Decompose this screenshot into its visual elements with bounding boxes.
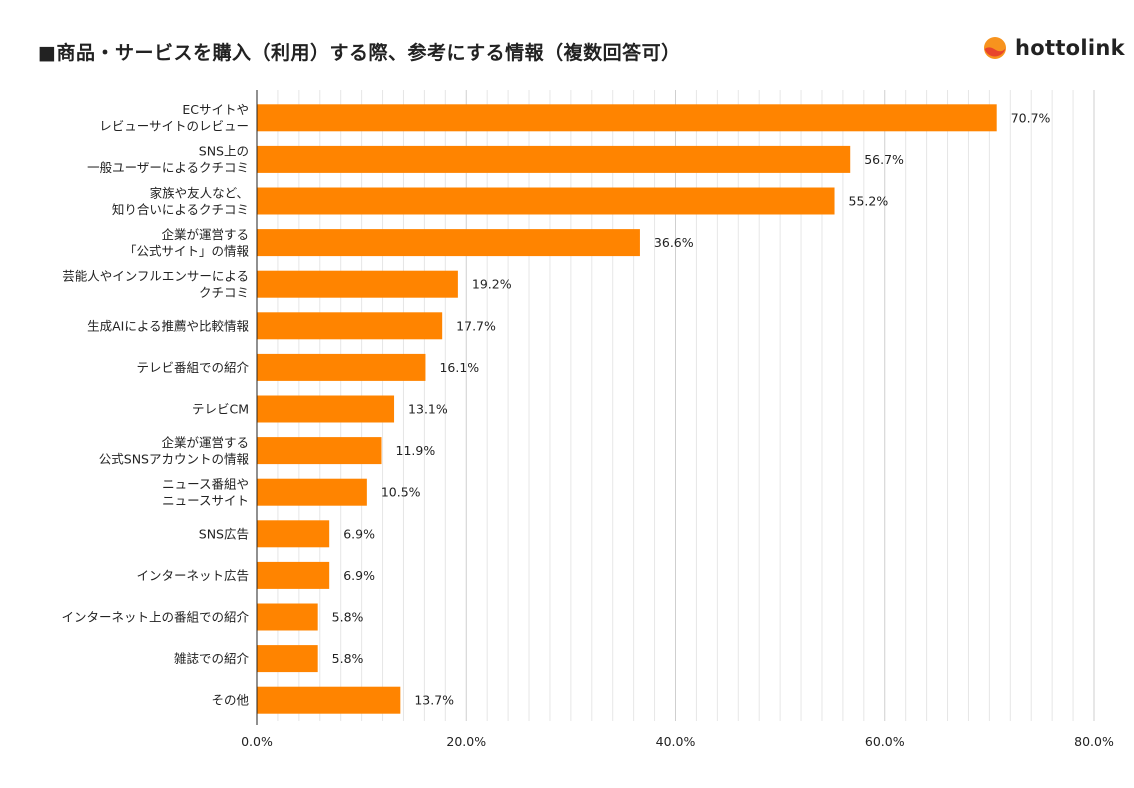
category-label: レビューサイトのレビュー — [99, 119, 249, 134]
data-label: 16.1% — [439, 360, 479, 375]
category-label: 知り合いによるクチコミ — [112, 202, 249, 217]
bar — [257, 187, 835, 215]
grid-lines — [277, 90, 1095, 721]
category-label: SNS上の — [199, 144, 249, 159]
bar — [257, 104, 997, 132]
x-axis-ticks: 0.0% 20.0% 40.0% 60.0% 80.0% — [241, 734, 1114, 749]
data-label: 13.7% — [414, 693, 454, 708]
bar — [257, 478, 367, 506]
data-label: 36.6% — [654, 235, 694, 250]
category-label: ECサイトや — [182, 102, 249, 117]
x-tick-label: 20.0% — [446, 734, 486, 749]
category-label: インターネット上の番組での紹介 — [61, 610, 249, 625]
bar — [257, 645, 318, 673]
chart-title: ■商品・サービスを購入（利用）する際、参考にする情報（複数回答可） — [38, 42, 681, 64]
hottolink-logo-icon — [984, 37, 1006, 59]
logo-text: hottolink — [1015, 36, 1125, 60]
bar — [257, 561, 330, 589]
bars — [257, 104, 997, 714]
category-label: 企業が運営する — [161, 435, 249, 450]
data-label: 17.7% — [456, 318, 496, 333]
data-label: 5.8% — [332, 651, 364, 666]
category-label: クチコミ — [199, 285, 249, 300]
x-tick-label: 80.0% — [1074, 734, 1114, 749]
category-label: 生成AIによる推薦や比較情報 — [87, 318, 249, 333]
category-label: 雑誌での紹介 — [174, 651, 250, 666]
category-label: ニュースサイト — [162, 493, 249, 508]
data-label: 5.8% — [332, 610, 364, 625]
hottolink-logo: hottolink — [983, 36, 1125, 60]
category-label: テレビ番組での紹介 — [136, 360, 249, 375]
bar — [257, 603, 318, 631]
bar — [257, 395, 395, 423]
category-label: 「公式サイト」の情報 — [124, 243, 250, 258]
data-label: 55.2% — [849, 194, 889, 209]
data-label: 10.5% — [381, 485, 421, 500]
bar — [257, 229, 640, 257]
bar — [257, 270, 458, 298]
category-label: 一般ユーザーによるクチコミ — [87, 160, 249, 175]
category-label: SNS広告 — [199, 526, 249, 541]
category-label: 企業が運営する — [161, 227, 249, 242]
category-label: インターネット広告 — [136, 568, 249, 583]
category-label: ニュース番組や — [162, 476, 249, 491]
bar — [257, 437, 382, 465]
bar — [257, 520, 330, 548]
x-tick-label: 0.0% — [241, 734, 273, 749]
category-label: その他 — [211, 693, 249, 708]
x-tick-label: 40.0% — [656, 734, 696, 749]
data-label: 13.1% — [408, 402, 448, 417]
bar — [257, 353, 426, 381]
data-label: 19.2% — [472, 277, 512, 292]
data-label: 6.9% — [343, 568, 375, 583]
value-labels: 70.7% 56.7% 55.2% 36.6% 19.2% 17.7% 16.1% 13.1%… — [332, 110, 1051, 707]
category-label: テレビCM — [192, 402, 249, 417]
bar — [257, 686, 401, 714]
bar — [257, 312, 443, 340]
category-label: 芸能人やインフルエンサーによる — [62, 268, 249, 283]
data-label: 6.9% — [343, 526, 375, 541]
data-label: 70.7% — [1011, 110, 1051, 125]
bar — [257, 145, 851, 173]
data-label: 11.9% — [396, 443, 436, 458]
data-label: 56.7% — [864, 152, 904, 167]
category-label: 家族や友人など、 — [150, 185, 249, 200]
category-label: 公式SNSアカウントの情報 — [99, 451, 250, 466]
x-tick-label: 60.0% — [865, 734, 905, 749]
